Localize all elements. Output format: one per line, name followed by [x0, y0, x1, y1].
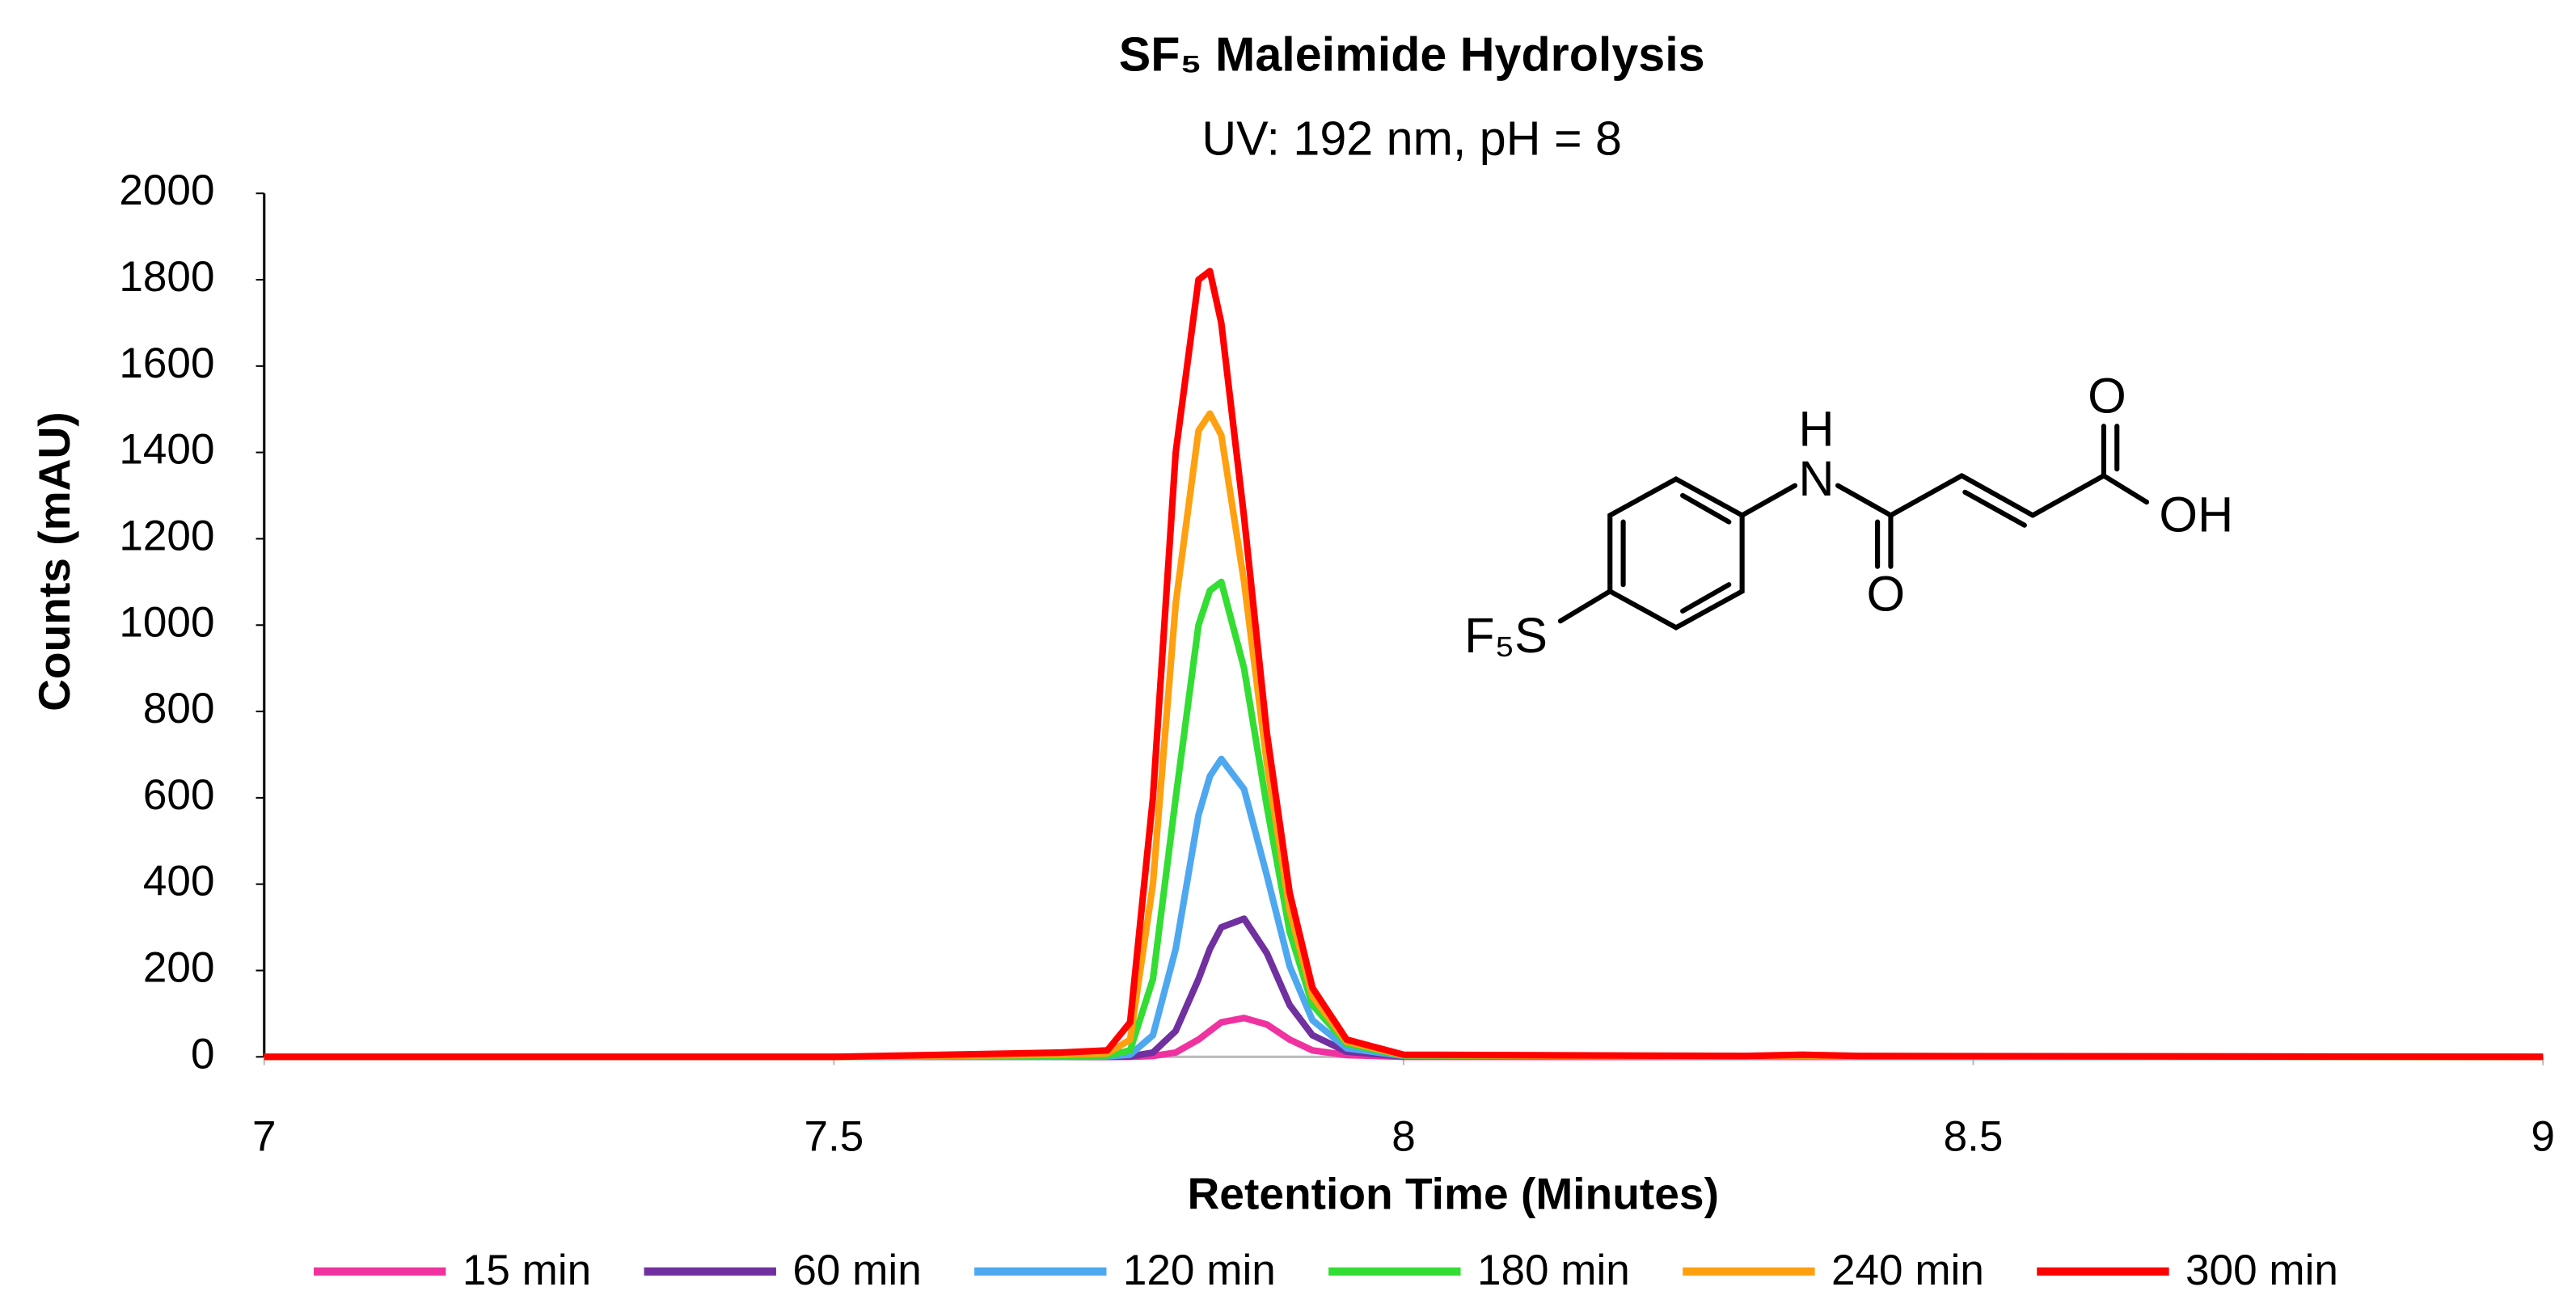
series-line — [264, 578, 2544, 1061]
bond — [1557, 589, 1613, 624]
x-tick-label: 7.5 — [804, 1112, 864, 1160]
y-tick-label: 1200 — [119, 512, 214, 559]
series-line — [264, 915, 2544, 1061]
atom-label: OH — [2159, 487, 2233, 542]
legend-label: 60 min — [792, 1247, 921, 1294]
x-tick-label: 8 — [1391, 1112, 1416, 1160]
y-tick-label: 1000 — [119, 598, 214, 646]
legend-label: 300 min — [2185, 1247, 2338, 1294]
x-tick-label: 9 — [2531, 1112, 2555, 1160]
y-tick-label: 1600 — [119, 340, 214, 387]
benzene-ring — [1607, 476, 1745, 631]
legend-label: 180 min — [1477, 1247, 1630, 1294]
bond — [1959, 473, 2036, 518]
x-axis-label: Retention Time (Minutes) — [1188, 1168, 1719, 1218]
atom-label: F₅S — [1464, 608, 1548, 663]
legend-label: 240 min — [1831, 1247, 1984, 1294]
y-tick-label: 800 — [143, 685, 215, 732]
bond — [1680, 492, 1732, 525]
atom-label: H — [1798, 402, 1834, 457]
y-tick-label: 2000 — [119, 167, 214, 214]
y-tick-label: 400 — [143, 858, 215, 905]
y-tick-label: 600 — [143, 771, 215, 819]
y-tick-label: 1800 — [119, 253, 214, 301]
bond — [2030, 473, 2106, 518]
bond — [1739, 483, 1798, 518]
bond — [1835, 483, 1894, 518]
y-tick-label: 1400 — [119, 426, 214, 474]
x-tick-label: 8.5 — [1944, 1112, 2004, 1160]
chart-subtitle: UV: 192 nm, pH = 8 — [1201, 112, 1622, 166]
bond — [1680, 582, 1732, 614]
bond — [1962, 489, 2027, 528]
structure: H N O OH O F₅S — [1464, 369, 2233, 663]
atom-label: N — [1798, 451, 1834, 506]
chart-title: SF₅ Maleimide Hydrolysis — [1119, 27, 1705, 81]
legend-label: 120 min — [1123, 1247, 1276, 1294]
atom-label: O — [2088, 369, 2126, 424]
x-tick-label: 7 — [252, 1112, 277, 1160]
y-tick-label: 0 — [191, 1030, 215, 1078]
atom-label: O — [1866, 567, 1905, 622]
legend-label: 15 min — [462, 1247, 591, 1294]
series-line — [264, 1015, 2544, 1061]
y-tick-label: 200 — [143, 944, 215, 992]
bond — [2101, 473, 2150, 505]
bond — [1888, 473, 1965, 518]
y-axis-label: Counts (mAU) — [29, 411, 79, 711]
series-line — [264, 268, 2544, 1061]
series-line — [264, 755, 2544, 1061]
